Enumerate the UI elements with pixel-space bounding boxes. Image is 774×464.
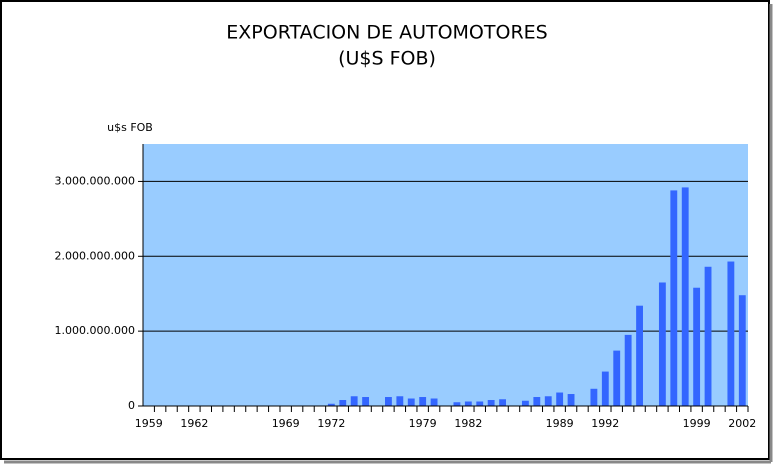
x-tick-label: 1969 [272, 417, 300, 430]
x-tick-label: 2002 [728, 417, 756, 430]
y-tick-label: 0 [128, 399, 135, 412]
bar [590, 388, 598, 406]
x-tick-label: 1962 [180, 417, 208, 430]
bar [727, 261, 735, 406]
x-tick-label: 1979 [409, 417, 437, 430]
bar [556, 392, 564, 406]
bar [533, 397, 541, 406]
bar [385, 397, 392, 406]
bar [704, 266, 712, 406]
y-axis-label: u$s FOB [107, 121, 153, 134]
bar [476, 401, 484, 406]
y-tick-label: 2.000.000.000 [55, 249, 135, 262]
bar [681, 187, 689, 406]
bar [601, 371, 609, 406]
x-tick-label: 1989 [546, 417, 574, 430]
chart-title: EXPORTACION DE AUTOMOTORES [226, 22, 547, 44]
bar [396, 396, 404, 406]
x-tick-label: 1999 [683, 417, 711, 430]
bar [327, 403, 335, 406]
bar [544, 396, 552, 406]
bar [362, 397, 370, 406]
bar [693, 287, 701, 406]
bar [613, 350, 621, 406]
bar [430, 398, 438, 406]
bar [624, 334, 632, 406]
bar [419, 397, 427, 406]
bar [453, 402, 461, 406]
bar [464, 401, 472, 406]
bar [487, 400, 495, 406]
bar [636, 305, 643, 406]
bar [499, 399, 506, 406]
bar [350, 396, 358, 406]
x-tick-label: 1959 [135, 417, 163, 430]
bar [521, 400, 529, 406]
bar [738, 295, 746, 406]
y-tick-label: 3.000.000.000 [55, 174, 135, 187]
plot-area [143, 144, 748, 406]
bar [658, 282, 666, 406]
bar [567, 394, 575, 406]
y-tick-label: 1.000.000.000 [55, 324, 135, 337]
bar [339, 400, 347, 406]
chart-subtitle: (U$S FOB) [338, 48, 436, 70]
x-tick-label: 1992 [591, 417, 619, 430]
x-tick-label: 1972 [317, 417, 345, 430]
bar [670, 190, 678, 406]
x-tick-label: 1982 [454, 417, 482, 430]
bar [407, 398, 415, 406]
